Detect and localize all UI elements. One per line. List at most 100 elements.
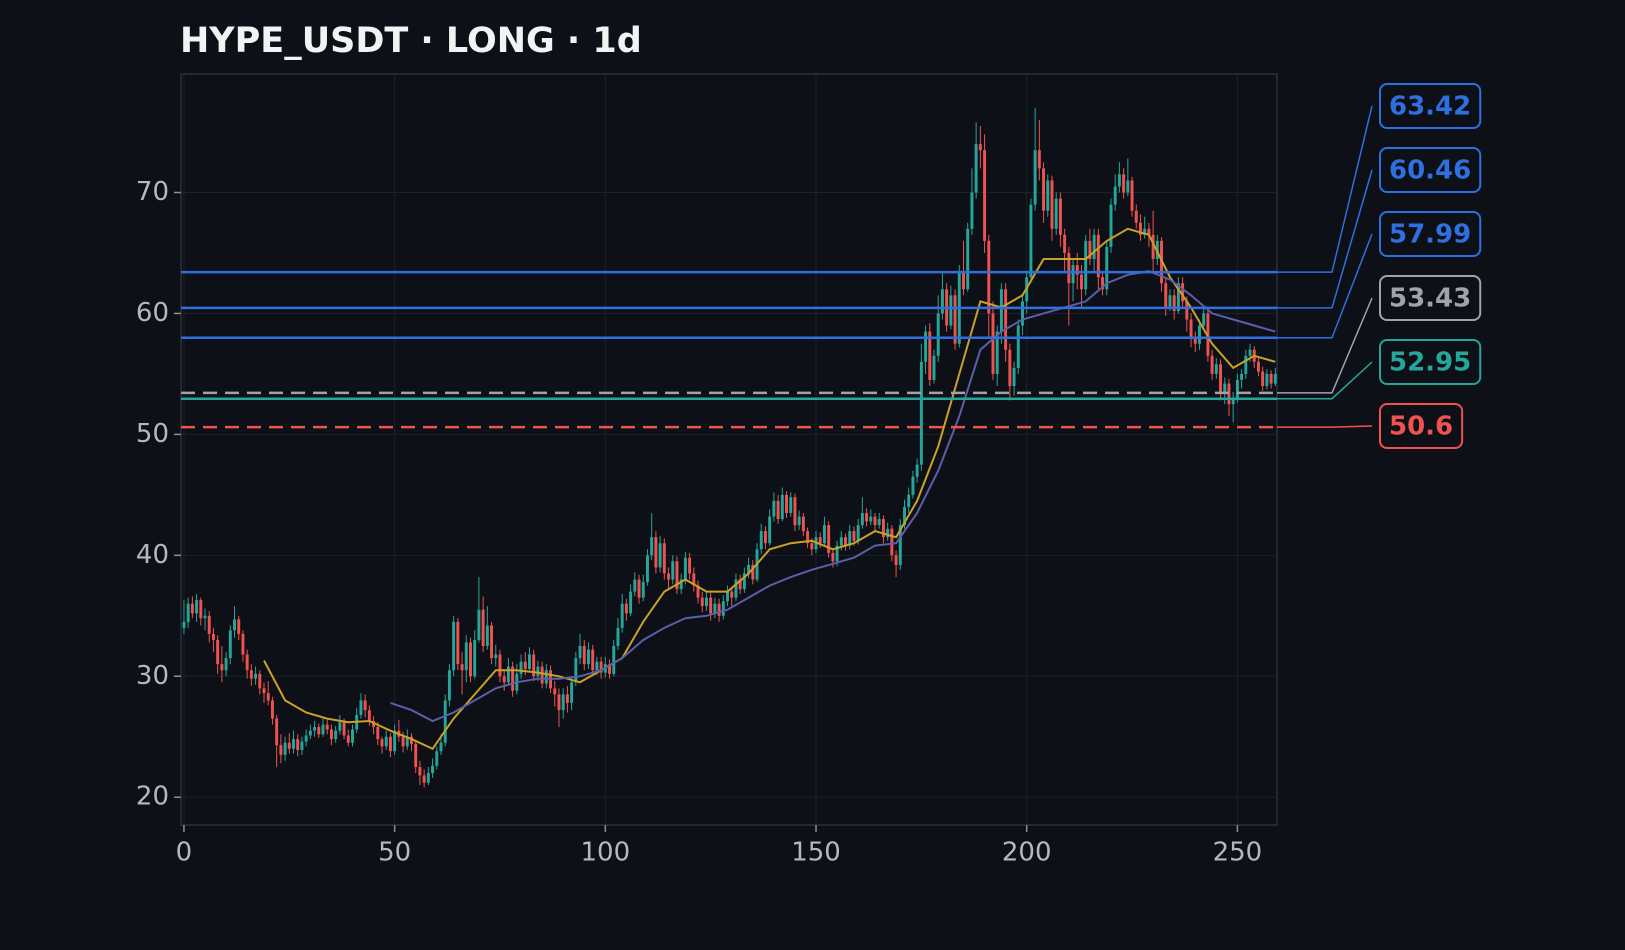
candle-body — [662, 543, 666, 574]
candle-body — [679, 579, 683, 590]
level-label-box — [1379, 147, 1482, 193]
candle-body — [789, 497, 793, 513]
candle-body — [654, 537, 658, 568]
candle-body — [1138, 222, 1142, 235]
candle-body — [978, 144, 982, 151]
candle-body — [1084, 240, 1088, 290]
x-tick-label: 200 — [1002, 838, 1052, 868]
candle-body — [852, 531, 856, 541]
candle-body — [671, 561, 675, 580]
candle-body — [414, 743, 418, 767]
candle-body — [1042, 168, 1046, 211]
candle-body — [334, 730, 338, 740]
candle-body — [991, 313, 995, 374]
candle-body — [443, 700, 447, 743]
candle-body — [426, 772, 430, 783]
candle-body — [637, 579, 641, 598]
candle-body — [540, 666, 544, 684]
candle-body — [1214, 364, 1218, 374]
candle-body — [616, 627, 620, 647]
candle-body — [1130, 180, 1134, 211]
candle-body — [1117, 174, 1121, 187]
candle-body — [1126, 180, 1130, 193]
candle-body — [898, 525, 902, 565]
candle-body — [962, 271, 965, 290]
candle-body — [818, 537, 822, 544]
candle-body — [506, 666, 510, 683]
candle-body — [1244, 355, 1248, 374]
candle-body — [1033, 150, 1037, 205]
candle-body — [220, 664, 224, 671]
candle-body — [1075, 265, 1079, 275]
candle-body — [785, 494, 788, 513]
candle-body — [865, 512, 869, 522]
candle-body — [1261, 371, 1265, 387]
candle-body — [447, 670, 451, 701]
candle-body — [511, 666, 515, 691]
candle-body — [1096, 234, 1100, 278]
candle-body — [1210, 355, 1214, 374]
candle-body — [578, 646, 582, 659]
level-leader — [1277, 105, 1373, 273]
candle-body — [393, 730, 397, 752]
candle-body — [1189, 319, 1193, 338]
candle-body — [241, 633, 245, 655]
candle-body — [612, 646, 616, 674]
candle-body — [1122, 174, 1126, 193]
candle-body — [249, 670, 253, 679]
candle-body — [987, 240, 991, 314]
candle-body — [1269, 373, 1273, 384]
candle-body — [747, 564, 751, 574]
candle-body — [292, 739, 295, 749]
candle-body — [532, 654, 536, 677]
candle-body — [869, 516, 873, 522]
candle-body — [207, 615, 211, 634]
candle-body — [721, 601, 725, 616]
candle-body — [1067, 252, 1071, 284]
candle-body — [473, 639, 477, 677]
moving-average-line — [390, 270, 1276, 723]
candle-body — [190, 603, 194, 614]
level-leader — [1277, 169, 1373, 309]
candle-body — [1143, 228, 1147, 235]
level-leader — [1277, 361, 1373, 400]
candle-body — [329, 729, 333, 740]
candle-body — [308, 730, 312, 736]
candle-body — [1273, 373, 1277, 384]
level-label: 57.99 — [1389, 220, 1471, 250]
candle-body — [1016, 325, 1020, 368]
candle-body — [359, 700, 363, 715]
candle-body — [1265, 373, 1269, 387]
candle-body — [974, 144, 978, 193]
candle-body — [1235, 379, 1239, 399]
candle-body — [1105, 246, 1109, 290]
candle-body — [1029, 204, 1033, 278]
candle-body — [928, 331, 932, 380]
candle-body — [890, 528, 894, 556]
candle-body — [995, 331, 999, 374]
candle-body — [860, 512, 864, 526]
candle-body — [1176, 283, 1180, 312]
candle-body — [999, 289, 1003, 332]
candle-body — [915, 464, 919, 477]
candle-body — [1185, 301, 1189, 320]
candle-body — [342, 722, 346, 736]
candle-body — [1164, 283, 1168, 308]
candle-body — [1223, 383, 1227, 393]
candle-body — [1088, 240, 1092, 260]
candle-body — [844, 537, 847, 546]
candle-body — [730, 591, 734, 598]
candle-body — [886, 528, 890, 538]
candle-body — [768, 516, 772, 544]
candle-body — [586, 649, 590, 665]
candle-body — [1256, 361, 1260, 372]
candle-body — [477, 609, 481, 640]
candle-body — [203, 615, 207, 619]
level-label: 52.95 — [1389, 348, 1471, 378]
candle-body — [848, 531, 852, 546]
candle-body — [313, 727, 317, 731]
candle-body — [224, 658, 228, 671]
level-label-box — [1379, 403, 1464, 449]
candle-body — [570, 682, 574, 703]
candle-body — [831, 552, 835, 562]
